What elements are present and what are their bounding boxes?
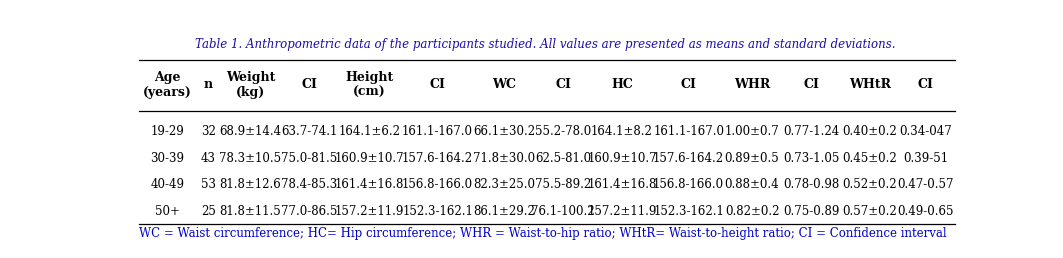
- Text: 32: 32: [201, 125, 216, 138]
- Text: 43: 43: [201, 152, 216, 165]
- Text: 160.9±10.7: 160.9±10.7: [335, 152, 404, 165]
- Text: 164.1±8.2: 164.1±8.2: [591, 125, 653, 138]
- Text: 40-49: 40-49: [151, 179, 185, 191]
- Text: 81.8±12.6: 81.8±12.6: [220, 179, 282, 191]
- Text: 63.7-74.1: 63.7-74.1: [282, 125, 338, 138]
- Text: 0.77-1.24: 0.77-1.24: [782, 125, 839, 138]
- Text: CI: CI: [917, 78, 933, 91]
- Text: 0.75-0.89: 0.75-0.89: [782, 205, 839, 218]
- Text: CI: CI: [555, 78, 571, 91]
- Text: 157.6-164.2: 157.6-164.2: [402, 152, 473, 165]
- Text: Age
(years): Age (years): [144, 71, 192, 99]
- Text: Weight
(kg): Weight (kg): [225, 71, 275, 99]
- Text: 0.89±0.5: 0.89±0.5: [725, 152, 779, 165]
- Text: HC: HC: [611, 78, 632, 91]
- Text: 0.78-0.98: 0.78-0.98: [782, 179, 839, 191]
- Text: 156.8-166.0: 156.8-166.0: [402, 179, 473, 191]
- Text: 157.2±11.9: 157.2±11.9: [335, 205, 404, 218]
- Text: 68.9±14.4: 68.9±14.4: [219, 125, 282, 138]
- Text: 53: 53: [201, 179, 216, 191]
- Text: 161.1-167.0: 161.1-167.0: [653, 125, 724, 138]
- Text: 156.8-166.0: 156.8-166.0: [653, 179, 724, 191]
- Text: 0.82±0.2: 0.82±0.2: [725, 205, 779, 218]
- Text: 62.5-81.0: 62.5-81.0: [535, 152, 591, 165]
- Text: 161.4±16.8: 161.4±16.8: [335, 179, 404, 191]
- Text: Table 1. Anthropometric data of the participants studied. All values are present: Table 1. Anthropometric data of the part…: [195, 38, 895, 51]
- Text: 71.8±30.0: 71.8±30.0: [473, 152, 536, 165]
- Text: n: n: [204, 78, 213, 91]
- Text: 0.73-1.05: 0.73-1.05: [782, 152, 839, 165]
- Text: 76.1-100.2: 76.1-100.2: [532, 205, 595, 218]
- Text: 157.6-164.2: 157.6-164.2: [653, 152, 724, 165]
- Text: CI: CI: [429, 78, 445, 91]
- Text: 50+: 50+: [155, 205, 180, 218]
- Text: CI: CI: [302, 78, 318, 91]
- Text: 66.1±30.2: 66.1±30.2: [473, 125, 536, 138]
- Text: Height
(cm): Height (cm): [345, 71, 393, 99]
- Text: 160.9±10.7: 160.9±10.7: [587, 152, 657, 165]
- Text: CI: CI: [680, 78, 696, 91]
- Text: WC = Waist circumference; HC= Hip circumference; WHR = Waist-to-hip ratio; WHtR=: WC = Waist circumference; HC= Hip circum…: [139, 227, 947, 240]
- Text: 86.1±29.2: 86.1±29.2: [473, 205, 535, 218]
- Text: 152.3-162.1: 152.3-162.1: [653, 205, 724, 218]
- Text: 0.52±0.2: 0.52±0.2: [843, 179, 897, 191]
- Text: 0.40±0.2: 0.40±0.2: [843, 125, 897, 138]
- Text: 0.34-047: 0.34-047: [899, 125, 952, 138]
- Text: 161.4±16.8: 161.4±16.8: [588, 179, 657, 191]
- Text: 78.3±10.5: 78.3±10.5: [219, 152, 282, 165]
- Text: WHR: WHR: [733, 78, 771, 91]
- Text: 75.0-81.5: 75.0-81.5: [282, 152, 338, 165]
- Text: 82.3±25.0: 82.3±25.0: [473, 179, 535, 191]
- Text: WHtR: WHtR: [849, 78, 891, 91]
- Text: 164.1±6.2: 164.1±6.2: [339, 125, 401, 138]
- Text: 0.45±0.2: 0.45±0.2: [843, 152, 897, 165]
- Text: 30-39: 30-39: [151, 152, 185, 165]
- Text: 75.5-89.2: 75.5-89.2: [535, 179, 591, 191]
- Text: 55.2-78.0: 55.2-78.0: [535, 125, 591, 138]
- Text: 152.3-162.1: 152.3-162.1: [402, 205, 473, 218]
- Text: 78.4-85.3: 78.4-85.3: [282, 179, 338, 191]
- Text: 0.47-0.57: 0.47-0.57: [897, 179, 954, 191]
- Text: WC: WC: [492, 78, 517, 91]
- Text: 0.57±0.2: 0.57±0.2: [843, 205, 897, 218]
- Text: 0.88±0.4: 0.88±0.4: [725, 179, 779, 191]
- Text: 0.49-0.65: 0.49-0.65: [897, 205, 954, 218]
- Text: 157.2±11.9: 157.2±11.9: [588, 205, 657, 218]
- Text: 1.00±0.7: 1.00±0.7: [725, 125, 779, 138]
- Text: 0.39-51: 0.39-51: [904, 152, 948, 165]
- Text: CI: CI: [803, 78, 819, 91]
- Text: 77.0-86.5: 77.0-86.5: [282, 205, 338, 218]
- Text: 19-29: 19-29: [151, 125, 185, 138]
- Text: 25: 25: [201, 205, 216, 218]
- Text: 81.8±11.5: 81.8±11.5: [220, 205, 282, 218]
- Text: 161.1-167.0: 161.1-167.0: [402, 125, 473, 138]
